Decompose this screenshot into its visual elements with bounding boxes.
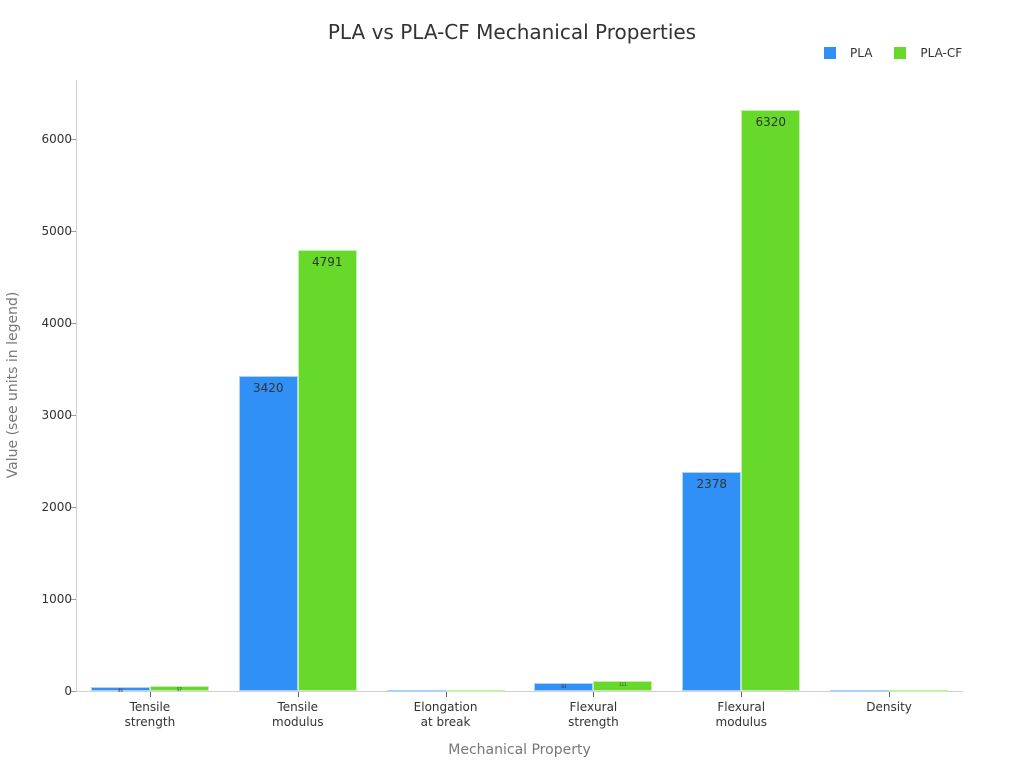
bar-value-label: 57 — [176, 686, 182, 692]
y-tick-mark — [71, 507, 76, 508]
x-axis — [76, 691, 963, 692]
y-tick-label: 5000 — [41, 224, 72, 238]
x-tick-label: Elongation at break — [413, 700, 478, 729]
x-tick-mark — [297, 692, 299, 697]
x-tick-mark — [593, 692, 595, 697]
legend-label-pla: PLA — [850, 46, 873, 60]
bar-value-label: 46 — [117, 687, 123, 693]
bar-pla[interactable]: 46 — [90, 686, 150, 693]
bar-value-label: 4791 — [311, 255, 343, 270]
legend-swatch-pla — [824, 47, 836, 59]
y-tick-mark — [71, 323, 76, 324]
y-tick-label: 6000 — [41, 132, 72, 146]
bar-pla-cf[interactable]: 6320 — [741, 109, 801, 691]
bar-pla[interactable]: 3420 — [238, 376, 298, 691]
y-axis-label: Value (see units in legend) — [5, 291, 21, 479]
x-tick-mark — [889, 692, 891, 697]
bar-pla-cf[interactable] — [889, 690, 949, 692]
y-tick-mark — [71, 599, 76, 600]
bar-pla-cf[interactable]: 111 — [593, 680, 653, 691]
bar-value-label: 83 — [561, 684, 567, 690]
y-axis — [76, 80, 77, 692]
bar-pla-cf[interactable]: 57 — [149, 685, 209, 692]
bar-pla[interactable]: 2378 — [682, 472, 742, 691]
y-tick-mark — [71, 691, 76, 692]
bar-value-label: 2378 — [696, 477, 728, 492]
x-tick-mark — [741, 692, 743, 697]
x-tick-mark — [149, 692, 151, 697]
legend-swatch-pla-cf — [894, 47, 907, 59]
bar-value-label: 6320 — [755, 114, 787, 129]
bar-pla-cf[interactable] — [445, 690, 505, 692]
legend-item-pla[interactable]: PLA — [824, 46, 872, 60]
bar-pla[interactable] — [386, 690, 446, 692]
bar-value-label: 3420 — [252, 381, 284, 396]
chart-title: PLA vs PLA-CF Mechanical Properties — [327, 20, 697, 44]
y-tick-mark — [71, 415, 76, 416]
y-tick-label: 2000 — [41, 500, 72, 514]
x-tick-label: Density — [866, 700, 912, 714]
legend: PLA PLA-CF — [824, 46, 984, 60]
bar-value-label: 111 — [619, 681, 627, 687]
y-tick-label: 0 — [64, 684, 72, 698]
y-tick-mark — [71, 231, 76, 232]
bar-pla-cf[interactable]: 4791 — [297, 250, 357, 691]
y-tick-label: 4000 — [41, 316, 72, 330]
x-axis-label: Mechanical Property — [448, 742, 591, 758]
x-tick-label: Tensile modulus — [272, 700, 324, 729]
legend-item-pla-cf[interactable]: PLA-CF — [894, 46, 962, 60]
y-tick-mark — [71, 139, 76, 140]
x-tick-label: Flexural modulus — [715, 700, 767, 729]
bar-pla[interactable]: 83 — [534, 683, 594, 691]
x-tick-label: Flexural strength — [568, 700, 619, 729]
bar-pla[interactable] — [830, 690, 890, 692]
x-tick-mark — [445, 692, 447, 697]
y-tick-label: 1000 — [41, 592, 72, 606]
legend-label-pla-cf: PLA-CF — [920, 46, 963, 60]
y-tick-label: 3000 — [41, 408, 72, 422]
x-tick-label: Tensile strength — [124, 700, 176, 729]
